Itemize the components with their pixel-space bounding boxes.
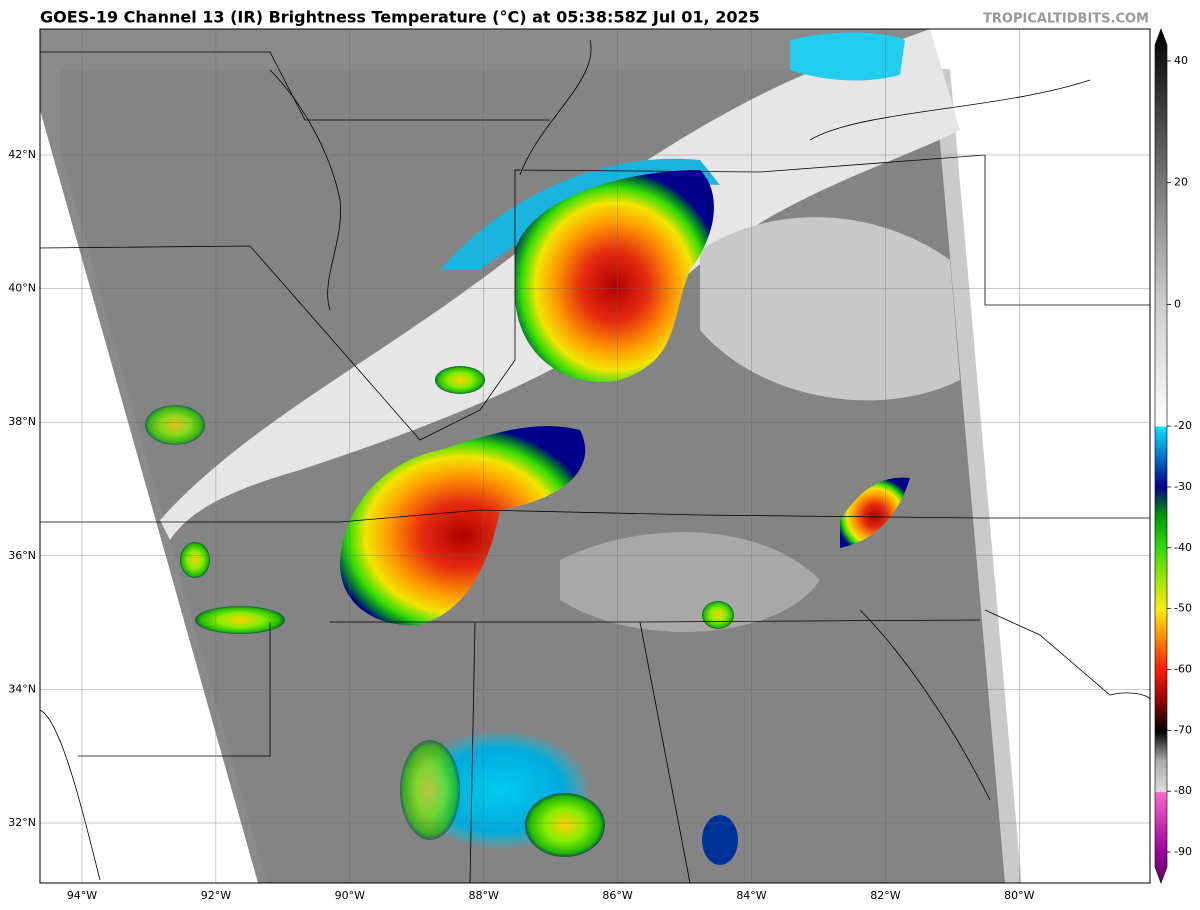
latitude-label: 40°N xyxy=(8,282,36,295)
latitude-label: 38°N xyxy=(8,415,36,428)
storm-cell xyxy=(702,601,734,629)
colorbar xyxy=(1154,28,1168,884)
borders xyxy=(40,39,1150,883)
map xyxy=(40,29,1150,883)
colorbar-tick-label: -70 xyxy=(1174,723,1192,736)
longitude-label: 80°W xyxy=(1004,889,1034,902)
longitude-label: 88°W xyxy=(469,889,499,902)
storm-cell xyxy=(400,740,460,840)
colorbar-tick-label: 0 xyxy=(1174,297,1181,310)
map-frame xyxy=(39,28,1151,884)
storm-cell xyxy=(339,426,586,626)
storm-cell xyxy=(702,815,738,865)
longitude-label: 86°W xyxy=(602,889,632,902)
colorbar-tick-label: 40 xyxy=(1174,54,1188,67)
storm-cell xyxy=(525,793,605,857)
labels: 42°N 40°N 38°N 36°N 34°N 32°N 94°W 92°W 90°W 88°W… xyxy=(8,54,1192,902)
storm-cell xyxy=(180,542,210,578)
storm-cell xyxy=(840,477,910,548)
latitude-label: 42°N xyxy=(8,148,36,161)
colorbar-tick-label: -40 xyxy=(1174,541,1192,554)
storm-cell xyxy=(435,366,485,394)
cold-tops xyxy=(790,32,905,81)
storm-cell xyxy=(145,405,205,445)
longitude-label: 92°W xyxy=(201,889,231,902)
colorbar-tick-label: -80 xyxy=(1174,784,1192,797)
longitude-label: 82°W xyxy=(870,889,900,902)
longitude-label: 90°W xyxy=(335,889,365,902)
longitude-label: 84°W xyxy=(736,889,766,902)
latitude-label: 34°N xyxy=(8,682,36,695)
colorbar-tick-label: 20 xyxy=(1174,176,1188,189)
storm-cell xyxy=(515,170,714,382)
cloud-patch xyxy=(560,532,820,633)
colorbar-tick-label: -50 xyxy=(1174,602,1192,615)
longitude-label: 94°W xyxy=(67,889,97,902)
colorbar-tick-label: -60 xyxy=(1174,663,1192,676)
colorbar-tick-label: -20 xyxy=(1174,419,1192,432)
latitude-label: 32°N xyxy=(8,816,36,829)
cloud-patch xyxy=(700,217,960,401)
title: GOES-19 Channel 13 (IR) Brightness Tempe… xyxy=(40,8,760,27)
credit: TROPICALTIDBITS.COM xyxy=(983,12,1149,27)
storm-cell xyxy=(195,606,285,634)
graticule xyxy=(40,29,1150,883)
colorbar-tick-label: -30 xyxy=(1174,480,1192,493)
colorbar-tick-label: -90 xyxy=(1174,845,1192,858)
latitude-label: 36°N xyxy=(8,549,36,562)
